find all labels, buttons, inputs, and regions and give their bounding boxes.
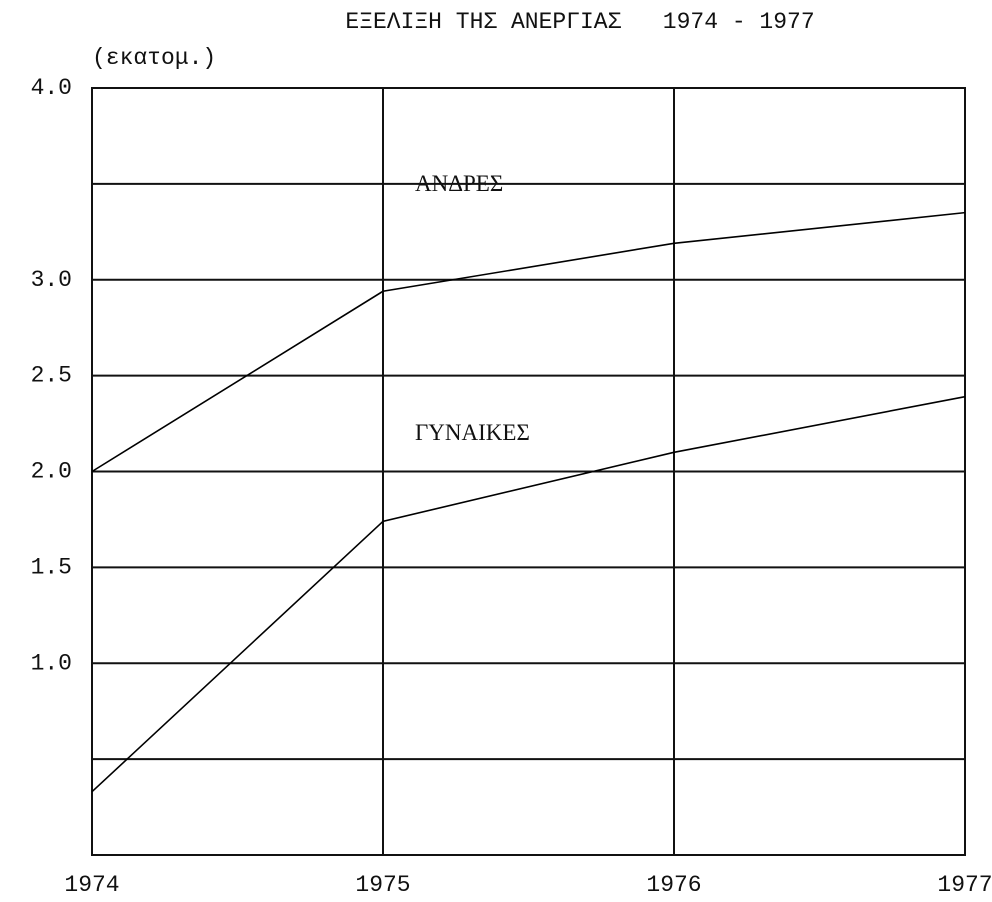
y-tick-label: 2.0 — [31, 459, 72, 485]
y-tick-label: 2.5 — [31, 363, 72, 389]
y-tick-label: 1.0 — [31, 650, 72, 676]
y-tick-label: 4.0 — [31, 75, 72, 101]
series-label: ΓΥΝΑΙΚΕΣ — [415, 420, 530, 445]
x-tick-label: 1976 — [646, 872, 701, 898]
series-line — [91, 395, 966, 793]
chart-title: ΕΞΕΛΙΞΗ ΤΗΣ ΑΝΕΡΓΙΑΣ 1974 - 1977 — [345, 9, 814, 35]
series-line — [91, 211, 966, 473]
y-tick-label: 1.5 — [31, 554, 72, 580]
x-tick-label: 1977 — [937, 872, 992, 898]
series-label: ΑΝΔΡΕΣ — [415, 171, 503, 196]
x-tick-label: 1974 — [64, 872, 119, 898]
y-tick-label: 3.0 — [31, 267, 72, 293]
y-axis-label: (εκατομ.) — [92, 45, 216, 71]
x-tick-label: 1975 — [355, 872, 410, 898]
